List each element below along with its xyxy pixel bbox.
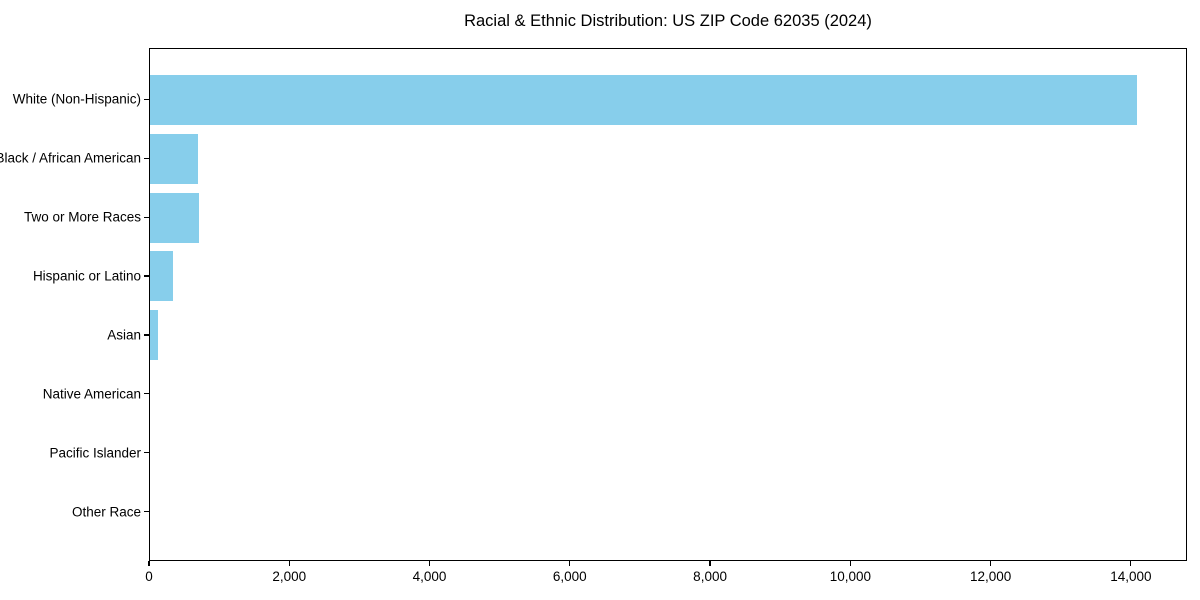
bar <box>150 75 1137 126</box>
y-tick-label: Two or More Races <box>23 209 141 225</box>
x-tick-mark <box>709 561 711 566</box>
x-tick-label: 4,000 <box>412 569 447 584</box>
x-tick-label: 0 <box>145 569 153 584</box>
bar <box>150 251 173 302</box>
y-tick-mark <box>144 452 149 454</box>
y-tick-label: White (Non-Hispanic) <box>12 91 141 107</box>
x-tick-label: 2,000 <box>272 569 307 584</box>
bar-row <box>150 364 1186 423</box>
x-tick-mark <box>569 561 571 566</box>
x-tick-label: 12,000 <box>969 569 1012 584</box>
x-tick-label: 6,000 <box>552 569 587 584</box>
x-tick-mark <box>428 561 431 566</box>
bar-row <box>150 130 1186 189</box>
x-tick-mark <box>148 561 150 566</box>
x-tick-mark <box>288 561 290 566</box>
bar <box>150 309 159 360</box>
y-tick-label: Black / African American <box>0 150 141 166</box>
plot-area <box>149 48 1187 561</box>
x-tick-mark <box>849 561 851 566</box>
y-tick-mark <box>144 157 149 159</box>
bar <box>150 133 198 184</box>
chart-title: Racial & Ethnic Distribution: US ZIP Cod… <box>464 12 872 30</box>
y-tick-label: Asian <box>107 327 141 343</box>
x-tick-mark <box>990 561 992 566</box>
bar <box>150 192 200 243</box>
bar-row <box>150 71 1186 130</box>
y-tick-label: Native American <box>42 386 141 402</box>
bar-row <box>150 247 1186 306</box>
x-tick-label: 10,000 <box>829 569 871 584</box>
y-tick-mark <box>144 510 149 513</box>
y-tick-label: Pacific Islander <box>49 445 141 461</box>
bar-row <box>150 306 1186 365</box>
y-tick-label: Hispanic or Latino <box>32 268 141 284</box>
y-tick-mark <box>144 98 149 101</box>
y-tick-mark <box>144 216 149 218</box>
x-tick-label: 8,000 <box>693 569 727 584</box>
x-tick-label: 14,000 <box>1110 569 1152 584</box>
bar-row <box>150 481 1186 540</box>
y-tick-label: Other Race <box>71 504 141 520</box>
x-tick-mark <box>1130 561 1132 566</box>
bars-container <box>150 49 1186 560</box>
y-tick-mark <box>144 275 149 277</box>
bar-row <box>150 188 1186 247</box>
bar-row <box>150 423 1186 482</box>
y-tick-mark <box>144 393 149 395</box>
y-tick-mark <box>144 334 149 336</box>
